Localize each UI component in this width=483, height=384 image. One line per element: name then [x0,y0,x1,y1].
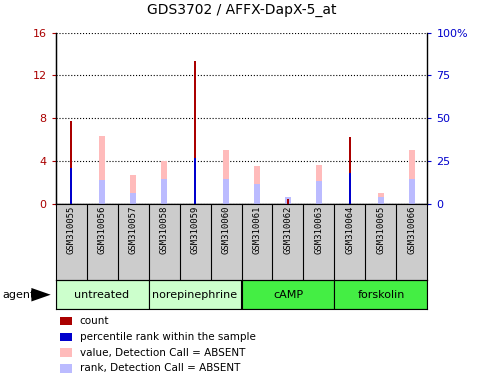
Text: count: count [80,316,109,326]
Bar [349,172,351,204]
Text: GSM310056: GSM310056 [98,206,107,254]
Bar [99,136,105,204]
Bar [223,150,229,204]
Bar [287,199,289,204]
Text: GSM310058: GSM310058 [159,206,169,254]
Bar [285,197,291,204]
Text: agent: agent [2,290,35,300]
Text: untreated: untreated [74,290,129,300]
Bar [194,61,196,204]
Bar [254,184,260,204]
Text: percentile rank within the sample: percentile rank within the sample [80,332,256,342]
Bar [409,179,415,204]
Text: forskolin: forskolin [357,290,405,300]
Bar [334,280,427,309]
Text: GSM310066: GSM310066 [408,206,416,254]
Bar [378,197,384,204]
Bar [56,280,149,309]
Bar [194,157,196,204]
Bar [349,137,351,204]
Bar [70,168,72,204]
Bar [409,150,415,204]
Bar [149,280,242,309]
Bar [316,165,322,204]
Text: GSM310065: GSM310065 [376,206,385,254]
Bar [130,175,136,204]
Bar [254,166,260,204]
Polygon shape [31,288,51,301]
Text: GSM310055: GSM310055 [67,206,75,254]
Bar [130,193,136,204]
Text: GSM310059: GSM310059 [190,206,199,254]
Text: GSM310057: GSM310057 [128,206,138,254]
Bar [99,180,105,204]
Bar [242,280,334,309]
Text: GSM310062: GSM310062 [284,206,293,254]
Bar [161,179,167,204]
Text: GDS3702 / AFFX-DapX-5_at: GDS3702 / AFFX-DapX-5_at [147,3,336,17]
Bar [161,161,167,204]
Text: GSM310061: GSM310061 [253,206,261,254]
Bar [70,121,72,204]
Text: GSM310064: GSM310064 [345,206,355,254]
Text: norepinephrine: norepinephrine [153,290,238,300]
Bar [316,181,322,204]
Bar [378,193,384,204]
Text: cAMP: cAMP [273,290,303,300]
Text: value, Detection Call = ABSENT: value, Detection Call = ABSENT [80,348,245,358]
Bar [223,179,229,204]
Text: rank, Detection Call = ABSENT: rank, Detection Call = ABSENT [80,363,240,373]
Text: GSM310060: GSM310060 [222,206,230,254]
Text: GSM310063: GSM310063 [314,206,324,254]
